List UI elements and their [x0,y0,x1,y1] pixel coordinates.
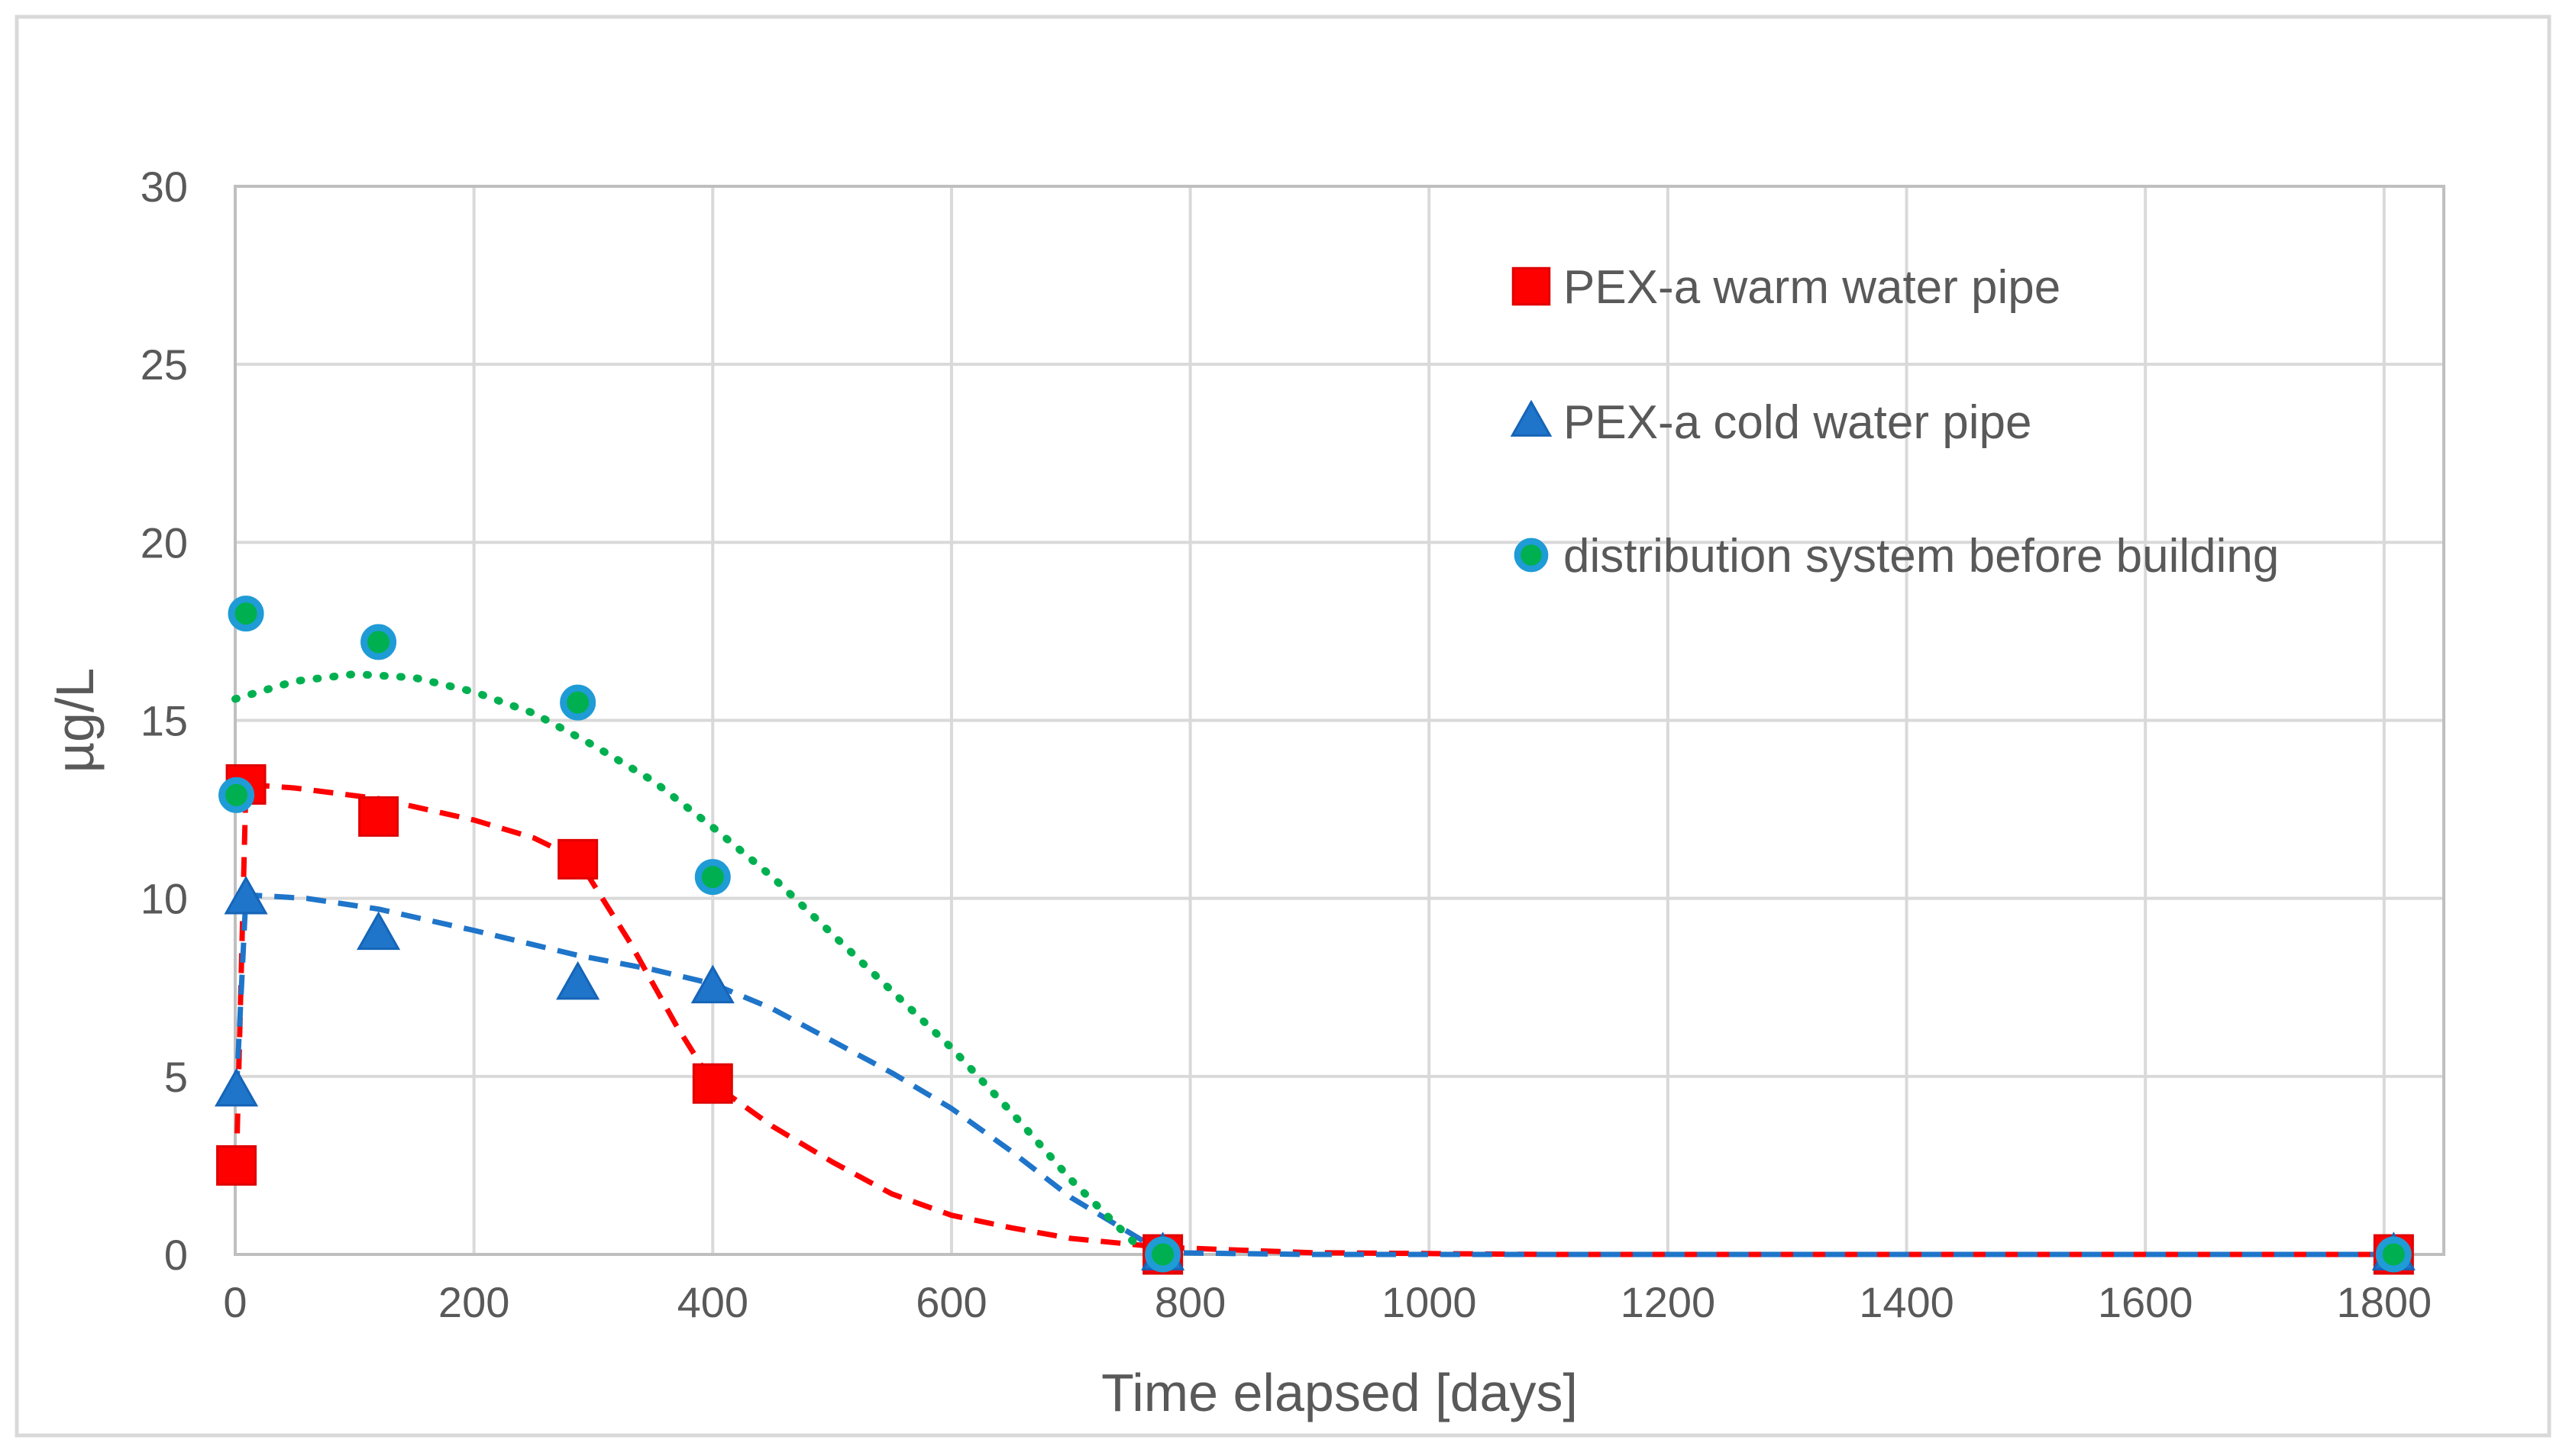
x-tick-label: 600 [916,1278,987,1326]
trendline-series-1 [234,781,2394,1257]
x-tick-label: 1200 [1621,1278,1716,1326]
data-point-series-2 [214,1067,259,1107]
y-tick-label: 20 [141,518,188,567]
legend-label-1: PEX-a warm water pipe [1563,261,2060,314]
x-tick-label: 0 [223,1278,247,1326]
data-point-series-3 [360,624,397,660]
data-point-series-2 [224,875,268,915]
x-tick-label: 1000 [1382,1278,1477,1326]
x-tick-label: 1400 [1859,1278,1954,1326]
trendline-series-3 [231,670,1147,1255]
x-tick-label: 1600 [2098,1278,2193,1326]
legend-item-1: PEX-a warm water pipe [1511,261,2060,314]
data-point-series-2 [690,964,735,1004]
legend-item-3: distribution system before building [1514,530,2279,583]
y-tick-label: 25 [141,341,188,389]
y-axis-title: µg/L [45,668,105,773]
y-tick-label: 0 [164,1231,188,1279]
data-point-series-1 [692,1063,733,1104]
trendline-series-2 [234,892,2394,1257]
data-point-series-3 [560,684,596,721]
legend-marker-2 [1510,399,1553,437]
data-point-series-3 [2375,1236,2412,1273]
legend-label-3: distribution system before building [1563,530,2279,583]
y-tick-label: 30 [141,163,188,211]
data-point-series-3 [228,596,264,632]
y-tick-label: 5 [164,1053,188,1101]
data-point-series-3 [218,776,255,813]
x-tick-label: 1800 [2337,1278,2432,1326]
y-tick-label: 10 [141,875,188,923]
legend: PEX-a warm water pipe PEX-a cold water pi… [1510,261,2279,583]
x-axis-title: Time elapsed [days] [1101,1363,1578,1422]
data-point-series-1 [216,1144,257,1186]
data-point-series-3 [694,859,731,896]
trendlines [231,670,2394,1257]
legend-marker-3 [1514,538,1549,573]
tick-labels: 0 5 10 15 20 25 30 0 200 400 600 800 1000 1200 1400 160… [141,163,2432,1326]
data-point-series-2 [357,911,401,951]
legend-item-2: PEX-a cold water pipe [1510,396,2031,449]
data-point-series-3 [1145,1236,1181,1273]
x-tick-label: 800 [1155,1278,1226,1326]
chart-border [15,15,2551,1438]
data-point-series-1 [557,838,599,880]
data-markers [214,596,2416,1275]
y-tick-label: 15 [141,697,188,745]
x-tick-label: 200 [438,1278,509,1326]
legend-label-2: PEX-a cold water pipe [1563,396,2031,449]
x-tick-label: 400 [677,1278,748,1326]
data-point-series-1 [358,796,399,837]
data-point-series-2 [556,960,600,1000]
legend-marker-1 [1511,266,1551,306]
